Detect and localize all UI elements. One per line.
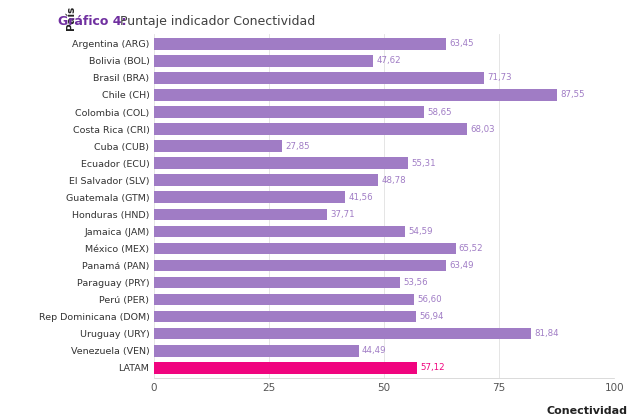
Bar: [154, 38, 446, 50]
Text: 65,52: 65,52: [459, 244, 483, 253]
Bar: [154, 208, 328, 220]
Bar: [154, 294, 415, 305]
Text: 57,12: 57,12: [420, 363, 445, 372]
Bar: [154, 345, 358, 357]
Text: 56,60: 56,60: [418, 295, 442, 304]
Text: 68,03: 68,03: [470, 125, 495, 134]
Bar: [154, 243, 456, 254]
Text: 63,45: 63,45: [449, 39, 474, 48]
Text: 81,84: 81,84: [534, 329, 559, 338]
Text: 54,59: 54,59: [408, 227, 433, 236]
Bar: [154, 328, 531, 339]
Text: Puntaje indicador Conectividad: Puntaje indicador Conectividad: [116, 15, 316, 28]
Bar: [154, 260, 446, 271]
Text: 56,94: 56,94: [419, 312, 444, 321]
Text: Gráfico 4:: Gráfico 4:: [58, 15, 126, 28]
Text: País: País: [66, 6, 76, 30]
Bar: [154, 277, 401, 288]
Text: 27,85: 27,85: [285, 142, 310, 151]
Text: 87,55: 87,55: [560, 90, 585, 100]
Bar: [154, 140, 282, 152]
Bar: [154, 72, 484, 84]
Bar: [154, 174, 378, 186]
Text: 63,49: 63,49: [449, 261, 474, 270]
Bar: [154, 123, 467, 135]
Text: 53,56: 53,56: [404, 278, 428, 287]
Text: 48,78: 48,78: [381, 176, 406, 185]
Bar: [154, 106, 424, 118]
Text: 41,56: 41,56: [348, 193, 373, 202]
Text: 37,71: 37,71: [331, 210, 355, 219]
Bar: [154, 89, 557, 101]
Text: 58,65: 58,65: [427, 108, 452, 116]
Bar: [154, 362, 417, 373]
Text: 44,49: 44,49: [362, 346, 387, 355]
Bar: [154, 226, 405, 237]
Text: 55,31: 55,31: [412, 159, 436, 168]
Bar: [154, 311, 416, 323]
Text: 47,62: 47,62: [376, 56, 401, 66]
Bar: [154, 158, 408, 169]
Bar: [154, 55, 373, 67]
Text: 71,73: 71,73: [487, 74, 512, 82]
Text: Conectividad: Conectividad: [546, 406, 627, 416]
Bar: [154, 192, 345, 203]
